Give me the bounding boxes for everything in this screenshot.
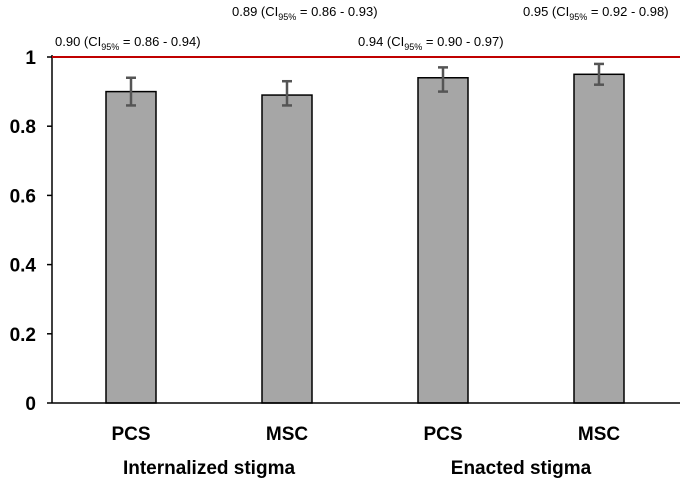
data-annotation: 0.94 (CI95% = 0.90 - 0.97) xyxy=(358,34,504,52)
y-tick-label: 0 xyxy=(25,394,36,415)
bar xyxy=(573,73,625,404)
x-category-label: MSC xyxy=(266,424,309,445)
x-category-label: PCS xyxy=(423,424,462,445)
data-annotation: 0.90 (CI95% = 0.86 - 0.94) xyxy=(55,34,201,52)
bar xyxy=(105,90,157,404)
y-tick-label: 0.4 xyxy=(10,256,37,277)
data-annotation: 0.95 (CI95% = 0.92 - 0.98) xyxy=(523,4,669,22)
bar xyxy=(417,77,469,404)
x-group-label: Internalized stigma xyxy=(123,458,296,479)
x-category-label: MSC xyxy=(578,424,621,445)
x-group-label: Enacted stigma xyxy=(451,458,592,479)
bar xyxy=(261,94,313,404)
y-tick-label: 1 xyxy=(25,48,36,69)
data-annotation: 0.89 (CI95% = 0.86 - 0.93) xyxy=(232,4,378,22)
x-category-label: PCS xyxy=(111,424,150,445)
y-tick-label: 0.8 xyxy=(10,117,36,138)
y-tick-label: 0.2 xyxy=(10,325,36,346)
y-tick-label: 0.6 xyxy=(10,186,36,207)
